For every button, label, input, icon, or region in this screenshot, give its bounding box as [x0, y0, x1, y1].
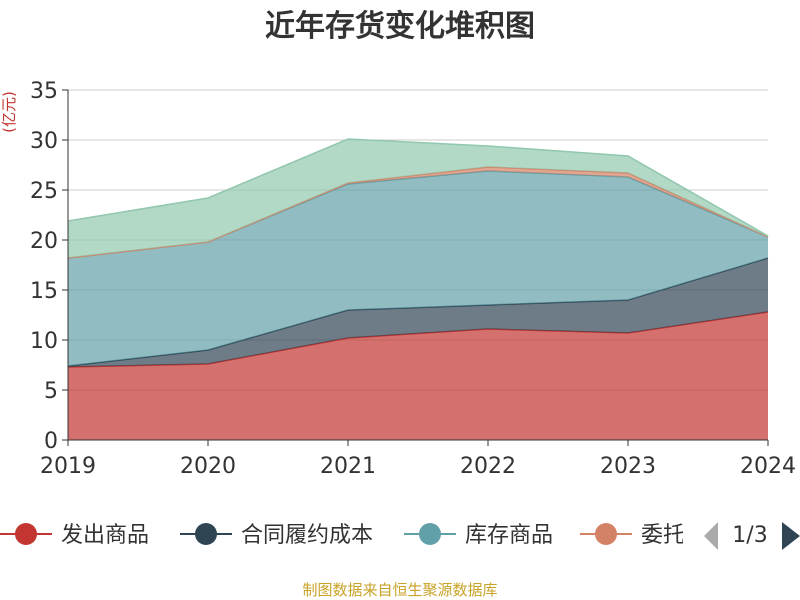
area-series-line-4 [67, 138, 769, 237]
legend: 发出商品 合同履约成本 库存商品 委托 1/3 [0, 522, 800, 550]
legend-label: 发出商品 [61, 523, 149, 548]
y-tick-label: 25 [30, 179, 58, 204]
y-tick-label: 5 [44, 379, 58, 404]
axes: 0 5 10 15 20 25 30 35 2019 2020 2021 2022 2023 2024 [30, 79, 796, 479]
area-series-2 [68, 171, 768, 366]
legend-item[interactable]: 合同履约成本 [180, 523, 373, 548]
legend-dot-marker [15, 523, 37, 545]
legend-item[interactable]: 发出商品 [0, 523, 149, 548]
area-series-1 [68, 258, 768, 367]
x-tick-label: 2022 [460, 454, 516, 479]
triangle-right-icon[interactable] [782, 522, 800, 550]
y-tick-label: 30 [30, 129, 58, 154]
legend-items: 发出商品 合同履约成本 库存商品 委托 [0, 523, 685, 548]
y-tick-label: 0 [44, 429, 58, 454]
area-series-4 [68, 139, 768, 258]
legend-item[interactable]: 委托 [580, 523, 685, 548]
legend-label: 委托 [641, 523, 685, 548]
y-tick-label: 35 [30, 79, 58, 104]
y-tick-label: 15 [30, 279, 58, 304]
x-tick-label: 2023 [600, 454, 656, 479]
chart-title: 近年存货变化堆积图 [265, 9, 535, 44]
legend-label: 合同履约成本 [241, 523, 373, 548]
legend-label: 库存商品 [465, 523, 553, 548]
x-tick-label: 2019 [40, 454, 96, 479]
x-tick-label: 2024 [740, 454, 796, 479]
area-series-group [67, 138, 769, 440]
y-tick-label: 10 [30, 329, 58, 354]
y-tick-label: 20 [30, 229, 58, 254]
x-tick-label: 2021 [320, 454, 376, 479]
data-source-note: 制图数据来自恒生聚源数据库 [302, 581, 497, 599]
legend-dot-marker [419, 523, 441, 545]
triangle-left-icon[interactable] [704, 522, 718, 550]
legend-item[interactable]: 库存商品 [404, 523, 553, 548]
y-axis-unit: (亿元) [0, 91, 18, 133]
x-tick-label: 2020 [180, 454, 236, 479]
legend-page-indicator: 1/3 [732, 523, 767, 548]
legend-dot-marker [195, 523, 217, 545]
legend-dot-marker [595, 523, 617, 545]
area-series-0 [68, 312, 768, 440]
